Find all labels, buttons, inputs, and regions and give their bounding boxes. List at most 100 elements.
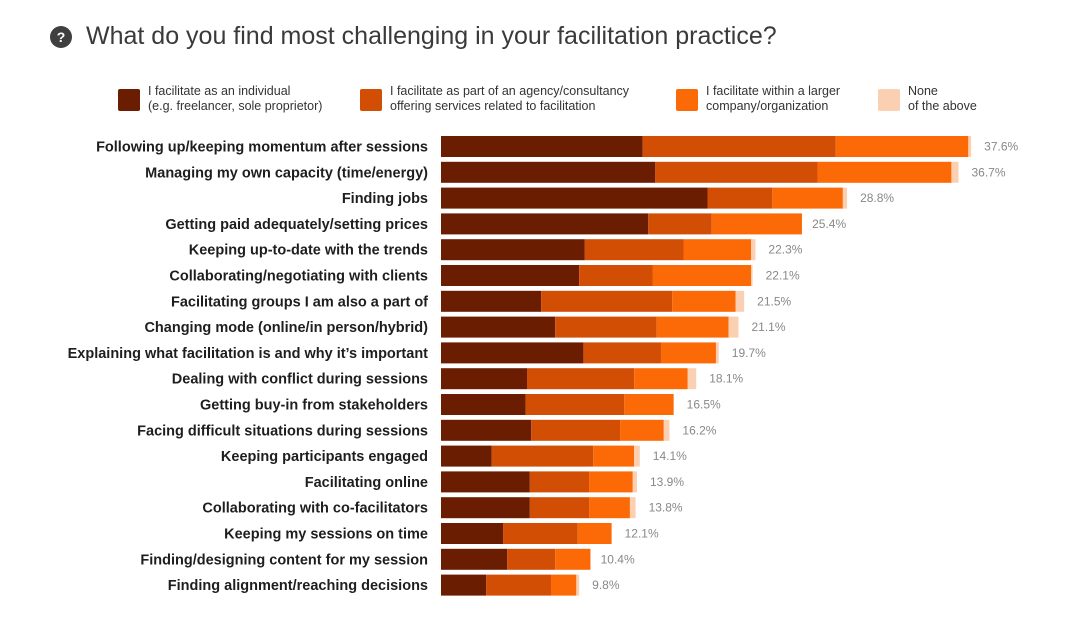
bar-company-keeping-participants-engaged[interactable] [593,445,635,467]
bar-agency-collaborating-with-co-facilitators[interactable] [529,497,590,519]
bar-none-finding-jobs[interactable] [842,187,848,209]
total-label-finding-designing-content-for-my-session: 10.4% [601,552,635,566]
bar-company-collaborating-with-co-facilitators[interactable] [589,497,630,519]
category-label-keeping-participants-engaged: Keeping participants engaged [221,449,428,465]
bar-individual-finding-designing-content-for-my-session[interactable] [441,548,508,570]
bar-individual-changing-mode-online-in-person-hybrid[interactable] [441,316,556,338]
bar-none-keeping-participants-engaged[interactable] [634,445,640,467]
bar-individual-keeping-participants-engaged[interactable] [441,445,492,467]
bar-company-following-up-keeping-momentum-after-sessions[interactable] [835,136,969,157]
category-label-facilitating-groups-i-am-also-a-part-of: Facilitating groups I am also a part of [171,294,428,310]
bar-agency-facilitating-groups-i-am-also-a-part-of[interactable] [541,290,673,312]
bar-none-changing-mode-online-in-person-hybrid[interactable] [728,316,739,338]
bar-agency-keeping-my-sessions-on-time[interactable] [503,523,578,544]
bar-individual-facilitating-online[interactable] [441,471,530,493]
bar-individual-keeping-my-sessions-on-time[interactable] [441,523,504,544]
total-label-finding-jobs: 28.8% [860,191,894,205]
category-label-dealing-with-conflict-during-sessions: Dealing with conflict during sessions [172,372,428,388]
legend-swatch-none [878,89,900,111]
bar-individual-collaborating-negotiating-with-clients[interactable] [441,265,580,286]
bar-agency-finding-designing-content-for-my-session[interactable] [507,548,556,570]
bar-company-facilitating-online[interactable] [589,471,633,493]
question-mark-icon[interactable]: ? [50,25,72,48]
bar-none-facing-difficult-situations-during-sessions[interactable] [663,419,670,441]
bar-company-keeping-up-to-date-with-the-trends[interactable] [683,239,752,261]
category-label-getting-paid-adequately-setting-prices: Getting paid adequately/setting prices [165,217,428,233]
bar-agency-keeping-up-to-date-with-the-trends[interactable] [584,239,684,261]
chart-header: ? What do you find most challenging in y… [50,22,777,51]
bar-individual-managing-my-own-capacity-time-energy[interactable] [441,161,656,183]
legend-label-agency-line2: offering services related to facilitatio… [390,99,596,113]
bar-none-explaining-what-facilitation-is-and-why-it-s-important[interactable] [715,342,719,364]
bar-none-following-up-keeping-momentum-after-sessions[interactable] [968,136,972,157]
bar-individual-finding-jobs[interactable] [441,187,708,209]
chart-title: What do you find most challenging in you… [86,22,777,50]
bar-agency-following-up-keeping-momentum-after-sessions[interactable] [642,136,836,157]
bar-agency-changing-mode-online-in-person-hybrid[interactable] [555,316,657,338]
bar-agency-managing-my-own-capacity-time-energy[interactable] [655,161,818,183]
legend-label-company-line2: company/organization [706,99,829,113]
legend-label-none-line1: None [908,84,938,98]
bar-individual-following-up-keeping-momentum-after-sessions[interactable] [441,136,643,157]
bar-individual-keeping-up-to-date-with-the-trends[interactable] [441,239,585,261]
bar-none-facilitating-online[interactable] [632,471,637,493]
category-label-keeping-my-sessions-on-time: Keeping my sessions on time [224,527,428,543]
bar-company-dealing-with-conflict-during-sessions[interactable] [634,368,688,390]
legend-text-company: I facilitate within a larger company/org… [706,84,840,114]
bar-none-finding-alignment-reaching-decisions[interactable] [576,574,580,596]
bar-none-facilitating-groups-i-am-also-a-part-of[interactable] [735,290,745,312]
bar-company-collaborating-negotiating-with-clients[interactable] [652,265,752,286]
bar-individual-collaborating-with-co-facilitators[interactable] [441,497,530,519]
bar-agency-facing-difficult-situations-during-sessions[interactable] [531,419,621,441]
bar-agency-getting-buy-in-from-stakeholders[interactable] [525,394,625,415]
bar-company-finding-jobs[interactable] [772,187,843,209]
bar-company-finding-designing-content-for-my-session[interactable] [555,548,591,570]
bar-company-getting-buy-in-from-stakeholders[interactable] [624,394,674,415]
total-label-getting-buy-in-from-stakeholders: 16.5% [687,398,721,412]
total-label-keeping-participants-engaged: 14.1% [653,449,687,463]
legend-swatch-individual [118,89,140,111]
bar-individual-getting-paid-adequately-setting-prices[interactable] [441,213,649,235]
category-label-finding-designing-content-for-my-session: Finding/designing content for my session [140,552,428,568]
bar-company-getting-paid-adequately-setting-prices[interactable] [711,213,802,235]
bar-individual-explaining-what-facilitation-is-and-why-it-s-important[interactable] [441,342,584,364]
legend-item-agency[interactable]: I facilitate as part of an agency/consul… [360,84,629,114]
bar-individual-facilitating-groups-i-am-also-a-part-of[interactable] [441,290,542,312]
bar-none-collaborating-negotiating-with-clients[interactable] [751,265,753,286]
legend-item-none[interactable]: None of the above [878,84,977,114]
bar-individual-dealing-with-conflict-during-sessions[interactable] [441,368,528,390]
bar-individual-getting-buy-in-from-stakeholders[interactable] [441,394,526,415]
bar-individual-facing-difficult-situations-during-sessions[interactable] [441,419,532,441]
bar-company-managing-my-own-capacity-time-energy[interactable] [817,161,952,183]
bar-agency-keeping-participants-engaged[interactable] [491,445,594,467]
bar-company-changing-mode-online-in-person-hybrid[interactable] [656,316,729,338]
bar-agency-getting-paid-adequately-setting-prices[interactable] [648,213,712,235]
bar-agency-collaborating-negotiating-with-clients[interactable] [579,265,653,286]
bar-none-managing-my-own-capacity-time-energy[interactable] [951,161,959,183]
bar-company-explaining-what-facilitation-is-and-why-it-s-important[interactable] [660,342,716,364]
bar-agency-dealing-with-conflict-during-sessions[interactable] [527,368,635,390]
category-label-explaining-what-facilitation-is-and-why-it-s-important: Explaining what facilitation is and why … [68,346,429,362]
bar-company-finding-alignment-reaching-decisions[interactable] [550,574,577,596]
legend-item-company[interactable]: I facilitate within a larger company/org… [676,84,840,114]
bar-company-facing-difficult-situations-during-sessions[interactable] [620,419,664,441]
bar-company-keeping-my-sessions-on-time[interactable] [577,523,612,544]
total-label-facing-difficult-situations-during-sessions: 16.2% [682,423,716,437]
bar-agency-facilitating-online[interactable] [529,471,590,493]
bar-none-keeping-up-to-date-with-the-trends[interactable] [751,239,756,261]
bar-agency-finding-jobs[interactable] [707,187,773,209]
category-label-keeping-up-to-date-with-the-trends: Keeping up-to-date with the trends [189,243,428,259]
legend-swatch-agency [360,89,382,111]
total-label-collaborating-negotiating-with-clients: 22.1% [766,269,800,283]
legend-item-individual[interactable]: I facilitate as an individual (e.g. free… [118,84,322,114]
bar-agency-finding-alignment-reaching-decisions[interactable] [486,574,551,596]
category-label-managing-my-own-capacity-time-energy: Managing my own capacity (time/energy) [145,165,428,181]
legend-label-individual-line2: (e.g. freelancer, sole proprietor) [148,99,323,113]
bar-agency-explaining-what-facilitation-is-and-why-it-s-important[interactable] [583,342,661,364]
bar-none-collaborating-with-co-facilitators[interactable] [629,497,636,519]
bar-none-dealing-with-conflict-during-sessions[interactable] [687,368,697,390]
bar-individual-finding-alignment-reaching-decisions[interactable] [441,574,487,596]
total-label-managing-my-own-capacity-time-energy: 36.7% [971,165,1005,179]
bar-company-facilitating-groups-i-am-also-a-part-of[interactable] [672,290,736,312]
